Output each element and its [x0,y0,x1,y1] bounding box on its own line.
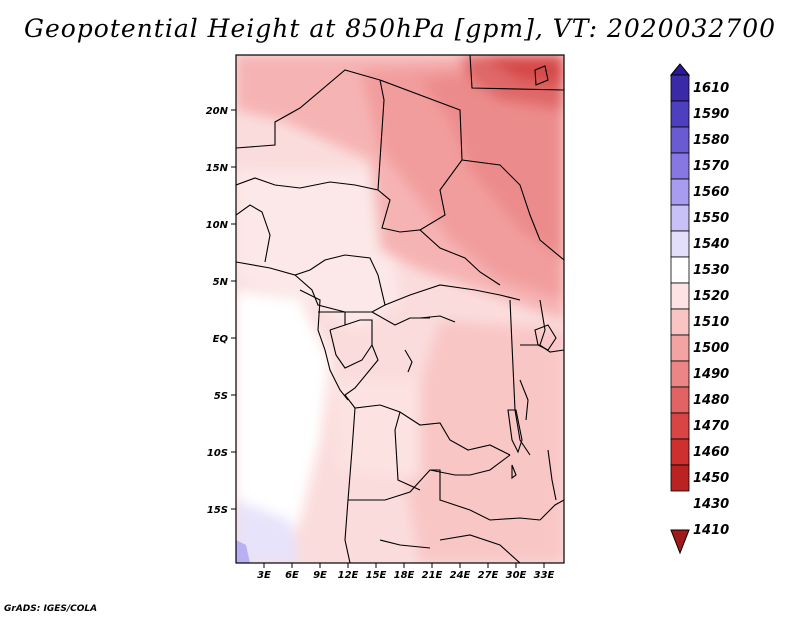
lon-label: 27E [478,570,499,581]
colorbar-label: 1560 [693,185,729,200]
colorbar-label: 1470 [693,419,729,434]
colorbar-labels: 1610 1590 1580 1570 1560 1550 1540 1530 1520 1510… [693,81,729,538]
colorbar-label: 1430 [693,497,729,512]
lat-label: 5S [214,391,228,402]
lon-label: 3E [257,570,271,581]
lon-label: 24E [450,570,471,581]
colorbar-label: 1520 [693,289,729,304]
lat-label: 5N [213,277,229,288]
colorbar-label: 1510 [693,315,729,330]
colorbar-cells [670,74,690,492]
colorbar-bottom-arrow [670,529,690,555]
colorbar-top-arrow [669,63,691,76]
colorbar-cell [670,438,690,466]
lat-label: 15S [207,505,228,516]
chart-title: Geopotential Height at 850hPa [gpm], VT:… [23,14,777,43]
colorbar-cell [670,230,690,258]
colorbar-cell [670,464,690,492]
lon-label: 9E [313,570,327,581]
lon-label: 18E [394,570,415,581]
colorbar-cell [670,178,690,206]
colorbar-cell [670,308,690,336]
colorbar-label: 1540 [693,237,729,252]
colorbar-cell [670,386,690,414]
lon-label: 21E [422,570,443,581]
lon-label: 30E [506,570,527,581]
colorbar-cell [670,152,690,180]
colorbar-cell [670,256,690,284]
colorbar-label: 1480 [693,393,729,408]
colorbar-cell [670,282,690,310]
height-field [236,55,564,563]
colorbar-label: 1570 [693,159,729,174]
colorbar-label: 1580 [693,133,729,148]
colorbar-label: 1490 [693,367,729,382]
colorbar-cell [670,204,690,232]
lon-label: 12E [338,570,359,581]
colorbar-label: 1530 [693,263,729,278]
lon-label: 6E [285,570,299,581]
colorbar-label: 1500 [693,341,729,356]
colorbar-cell [670,74,690,102]
lat-label: EQ [213,334,229,345]
colorbar-label: 1550 [693,211,729,226]
colorbar-label: 1590 [693,107,729,122]
latitude-labels: 20N 15N 10N 5N EQ 5S 10S 15S [206,106,229,516]
colorbar-label: 1460 [693,445,729,460]
colorbar-cell [670,412,690,440]
colorbar-label: 1450 [693,471,729,486]
longitude-labels: 3E 6E 9E 12E 15E 18E 21E 24E 27E 30E 33E [257,570,554,581]
colorbar-cell [670,100,690,128]
colorbar-label: 1610 [693,81,729,96]
lon-label: 33E [534,570,555,581]
lat-label: 10S [207,448,228,459]
grads-credit: GrADS: IGES/COLA [4,604,98,614]
lat-label: 15N [206,163,229,174]
colorbar-cell [670,126,690,154]
colorbar-cell [670,360,690,388]
colorbar-label: 1410 [693,523,729,538]
colorbar: 1610 1590 1580 1570 1560 1550 1540 1530 1520 1510… [669,63,729,555]
lat-label: 20N [206,106,229,117]
axis-ticks [231,109,545,568]
lat-label: 10N [206,220,229,231]
country-borders [236,55,564,563]
lon-label: 15E [366,570,387,581]
map-frame [235,54,565,564]
colorbar-cell [670,334,690,362]
